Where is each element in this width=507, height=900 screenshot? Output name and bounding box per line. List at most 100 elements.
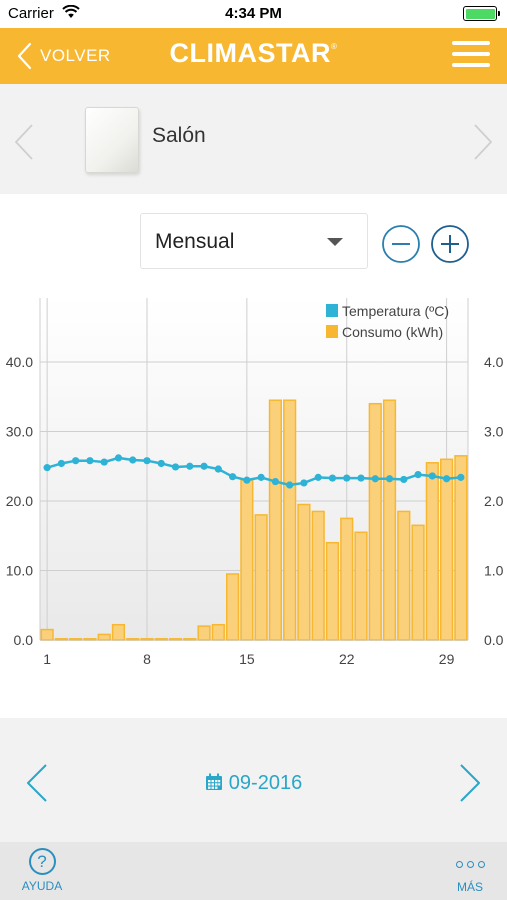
x-tick-label: 8 <box>143 651 151 667</box>
right-tick-label: 1.0 <box>484 563 504 579</box>
consumption-bar <box>425 462 439 641</box>
consumption-bar <box>325 541 340 641</box>
consumption-bar <box>354 531 368 641</box>
bottom-bar: ? AYUDA MÁS <box>0 842 507 900</box>
more-button[interactable]: MÁS <box>445 852 495 898</box>
temperature-point <box>314 473 322 481</box>
current-period-button[interactable]: 09-2016 <box>0 772 507 795</box>
consumption-chart: 0.0 10.0 20.0 30.0 40.0 0.0 1.0 2.0 3.0 4.0 1 8 15 22… <box>6 298 504 667</box>
consumption-bar <box>40 628 54 641</box>
menu-line <box>452 63 490 67</box>
x-tick-label: 1 <box>43 651 51 667</box>
legend-swatch-temperature <box>326 304 338 317</box>
back-label: VOLVER <box>40 46 111 65</box>
consumption-bar <box>97 633 111 641</box>
temperature-point <box>414 470 422 479</box>
right-tick-label: 4.0 <box>484 354 504 370</box>
help-label: AYUDA <box>21 879 63 893</box>
zoom-out-button[interactable] <box>381 224 421 264</box>
temperature-point <box>200 462 208 470</box>
next-device-chevron-icon[interactable] <box>471 122 495 162</box>
help-button[interactable]: ? AYUDA <box>14 848 70 898</box>
consumption-bar <box>297 503 311 641</box>
temperature-point <box>457 473 465 481</box>
left-tick-label: 40.0 <box>6 354 33 370</box>
consumption-bar <box>254 514 268 641</box>
current-period-label: 09-2016 <box>228 772 303 794</box>
right-tick-label: 2.0 <box>484 493 504 509</box>
left-tick-label: 0.0 <box>14 632 34 648</box>
temperature-point <box>157 459 165 468</box>
consumption-bar <box>311 510 325 641</box>
consumption-bar <box>197 625 211 641</box>
next-month-chevron-icon[interactable] <box>457 762 483 804</box>
menu-line <box>452 52 490 56</box>
previous-device-chevron-icon[interactable] <box>12 122 36 162</box>
consumption-bar <box>111 623 126 641</box>
hamburger-icon[interactable] <box>452 41 490 71</box>
carrier-label: Carrier <box>8 5 54 22</box>
calendar-icon <box>205 773 222 790</box>
more-dots-icon <box>445 852 495 876</box>
battery-icon <box>463 6 500 21</box>
temperature-point <box>328 474 337 482</box>
consumption-bar <box>268 399 282 641</box>
temperature-point <box>428 472 436 480</box>
temperature-point <box>243 476 251 484</box>
temperature-point <box>114 454 123 462</box>
temperature-point <box>72 457 80 465</box>
left-tick-label: 10.0 <box>6 563 33 579</box>
dot <box>477 860 485 868</box>
device-name: Salón <box>152 124 206 147</box>
temperature-point <box>257 473 265 481</box>
consumption-bar <box>368 402 382 641</box>
consumption-bar <box>411 524 425 641</box>
period-dropdown[interactable]: Mensual <box>140 213 368 269</box>
temperature-point <box>100 458 108 466</box>
dot <box>466 860 474 868</box>
temperature-point <box>171 463 180 471</box>
consumption-bar <box>340 517 354 641</box>
temperature-point <box>229 473 237 481</box>
temperature-point <box>300 479 308 487</box>
temperature-point <box>129 456 137 464</box>
temperature-point <box>186 462 194 470</box>
temperature-point <box>385 475 394 483</box>
temperature-point <box>214 465 222 473</box>
previous-month-chevron-icon[interactable] <box>24 762 50 804</box>
consumption-bar <box>397 510 411 641</box>
logo-registered-mark: ® <box>331 42 338 51</box>
x-tick-label: 15 <box>239 651 255 667</box>
temperature-point <box>271 477 279 486</box>
temperature-point <box>357 474 365 482</box>
temperature-point <box>400 475 408 484</box>
consumption-bar <box>454 455 468 641</box>
temperature-point <box>43 464 51 472</box>
left-tick-label: 30.0 <box>6 424 33 440</box>
question-mark-icon: ? <box>28 848 56 875</box>
chevron-down-icon <box>327 238 343 246</box>
wifi-icon <box>62 5 80 18</box>
temperature-point <box>143 457 151 465</box>
temperature-point <box>371 475 379 483</box>
temperature-point <box>343 474 351 482</box>
more-label: MÁS <box>456 880 483 894</box>
temperature-point <box>57 459 65 468</box>
consumption-bar <box>211 623 225 641</box>
date-navigator: 09-2016 <box>0 718 507 842</box>
menu-line <box>452 41 490 45</box>
right-tick-label: 3.0 <box>484 424 504 440</box>
logo-text: CLIMASTAR <box>169 38 332 68</box>
consumption-bar <box>226 573 240 641</box>
x-tick-label: 29 <box>439 651 455 667</box>
back-button[interactable]: VOLVER <box>14 40 111 72</box>
device-selector: Salón <box>0 84 507 194</box>
legend-label-consumption: Consumo (kWh) <box>342 324 443 340</box>
consumption-bar <box>240 479 254 641</box>
zoom-in-button[interactable] <box>430 224 470 264</box>
left-tick-label: 20.0 <box>6 493 33 509</box>
status-bar: Carrier 4:34 PM <box>0 0 507 28</box>
clock: 4:34 PM <box>225 5 282 22</box>
x-tick-label: 22 <box>339 651 355 667</box>
consumption-bar <box>382 399 397 641</box>
